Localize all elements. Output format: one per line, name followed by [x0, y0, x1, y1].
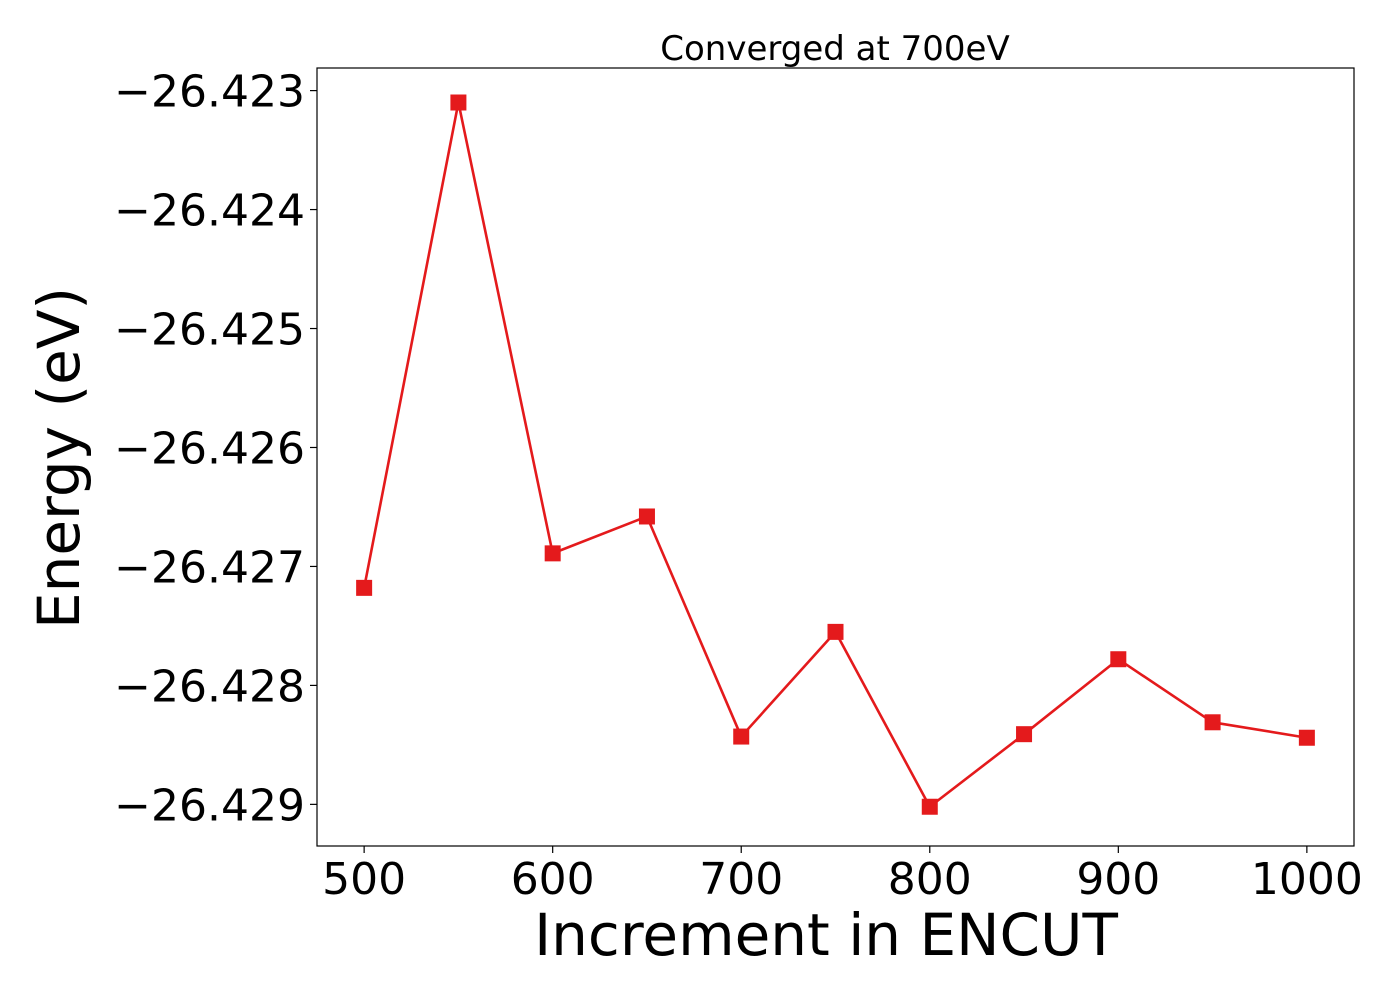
plot-area-frame	[316, 67, 1355, 847]
x-axis-label: Increment in ENCUT	[534, 901, 1118, 969]
x-tick-label: 1000	[1251, 854, 1363, 905]
data-point-marker	[1110, 651, 1127, 668]
series-layer	[356, 94, 1315, 815]
data-point-marker	[1016, 726, 1033, 743]
chart-title: Converged at 700eV	[660, 29, 1009, 69]
data-point-marker	[733, 728, 750, 745]
data-point-marker	[356, 579, 373, 596]
y-tick-label: −26.424	[114, 186, 305, 237]
x-axis-ticks: 500 600 700 800 900 1000	[322, 846, 1363, 905]
y-tick-label: −26.425	[114, 305, 305, 356]
x-tick-label: 900	[1076, 854, 1160, 905]
y-axis-label: Energy (eV)	[25, 287, 93, 629]
data-point-marker	[638, 508, 655, 525]
y-tick-label: −26.426	[114, 423, 305, 474]
y-tick-label: −26.427	[114, 542, 305, 593]
y-tick-label: −26.423	[114, 67, 305, 118]
data-point-marker	[827, 623, 844, 640]
x-tick-label: 800	[888, 854, 972, 905]
data-point-marker	[544, 545, 561, 562]
data-point-marker	[450, 94, 467, 111]
data-point-marker	[1204, 714, 1221, 731]
data-point-marker	[1298, 729, 1315, 746]
y-tick-label: −26.429	[114, 780, 305, 831]
x-tick-label: 600	[511, 854, 595, 905]
y-axis-ticks: −26.423 −26.424 −26.425 −26.426 −26.427 −26.4…	[114, 67, 317, 831]
y-tick-label: −26.428	[114, 661, 305, 712]
data-point-marker	[921, 798, 938, 815]
x-tick-label: 700	[699, 854, 783, 905]
x-tick-label: 500	[322, 854, 406, 905]
